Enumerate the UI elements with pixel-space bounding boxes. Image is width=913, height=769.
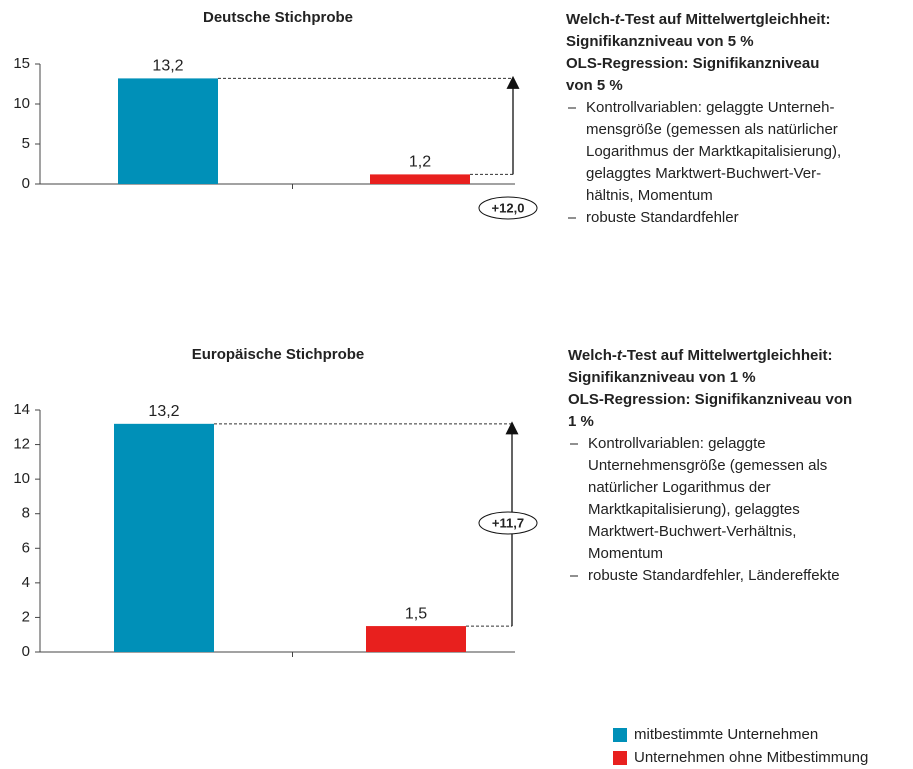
value-label: 1,2 — [409, 154, 431, 171]
annotation-oval — [478, 196, 538, 220]
note-heading: OLS-Regression: Signifikanzniveau — [566, 55, 819, 72]
heading-part: -Test auf Mittelwertgleichheit: — [622, 347, 833, 364]
bullet-text: hältnis, Momentum — [586, 187, 713, 204]
heading-part: Welch- — [568, 347, 617, 364]
chart-title: Deutsche Stichprobe — [203, 9, 353, 26]
y-tick-label: 12 — [13, 436, 30, 453]
note-heading: Welch-t-Test auf Mittelwertgleichheit: — [566, 11, 830, 28]
y-tick-label: 6 — [22, 539, 30, 556]
y-tick-label: 5 — [22, 135, 30, 152]
bar — [370, 174, 470, 184]
heading-part: t — [617, 347, 623, 364]
bullet-text: mensgröße (gemessen als natürlicher — [586, 121, 838, 138]
bullet-text: Marktwert-Buchwert-Verhältnis, — [588, 523, 796, 540]
chart-title: Europäische Stichprobe — [192, 346, 365, 363]
bullet-text: Kontrollvariablen: gelaggte — [588, 435, 766, 452]
value-label: 1,5 — [405, 605, 427, 622]
heading-part: -Test auf Mittelwertgleichheit: — [620, 11, 831, 28]
legend-label: Unternehmen ohne Mitbestimmung — [634, 749, 868, 766]
y-tick-label: 8 — [22, 505, 30, 522]
bullet-text: Unternehmensgröße (gemessen als — [588, 457, 827, 474]
bullet-text: Momentum — [588, 545, 663, 562]
y-tick-label: 0 — [22, 175, 30, 192]
annotation-oval — [478, 511, 538, 535]
heading-part: t — [615, 11, 621, 28]
bullet-text: Marktkapitalisierung), gelaggtes — [588, 501, 800, 518]
note-heading: OLS-Regression: Signifikanzniveau von — [568, 391, 852, 408]
annotation: +11,7 — [492, 515, 524, 530]
bullet-text: natürlicher Logarithmus der — [588, 479, 771, 496]
y-tick-label: 4 — [22, 574, 30, 591]
annotation: +12,0 — [492, 200, 525, 215]
value-label: 13,2 — [152, 58, 183, 75]
legend-label: mitbestimmte Unternehmen — [634, 726, 818, 743]
y-tick-label: 2 — [22, 608, 30, 625]
bullet-text: Logarithmus der Marktkapitalisierung), — [586, 143, 841, 160]
legend-swatch — [613, 751, 627, 765]
note-heading: Signifikanzniveau von 1 % — [568, 369, 756, 386]
note-heading: Signifikanzniveau von 5 % — [566, 33, 754, 50]
note-heading: Welch-t-Test auf Mittelwertgleichheit: — [568, 347, 832, 364]
heading-part: Welch- — [566, 11, 615, 28]
bar — [118, 78, 218, 184]
bar — [114, 423, 214, 652]
y-tick-label: 15 — [13, 55, 30, 72]
y-tick-label: 10 — [13, 470, 30, 487]
y-tick-label: 10 — [13, 95, 30, 112]
value-label: 13,2 — [148, 403, 179, 420]
bullet-text: Kontrollvariablen: gelaggte Unterneh- — [586, 99, 835, 116]
note-heading: 1 % — [568, 413, 594, 430]
bullet-text: robuste Standardfehler, Ländereffekte — [588, 567, 840, 584]
y-tick-label: 0 — [22, 643, 30, 660]
bullet-text: robuste Standardfehler — [586, 209, 739, 226]
y-tick-label: 14 — [13, 401, 30, 418]
note-heading: von 5 % — [566, 77, 623, 94]
bullet-text: gelaggtes Marktwert-Buchwert-Ver- — [586, 165, 821, 182]
bar — [366, 626, 466, 652]
legend-swatch — [613, 728, 627, 742]
